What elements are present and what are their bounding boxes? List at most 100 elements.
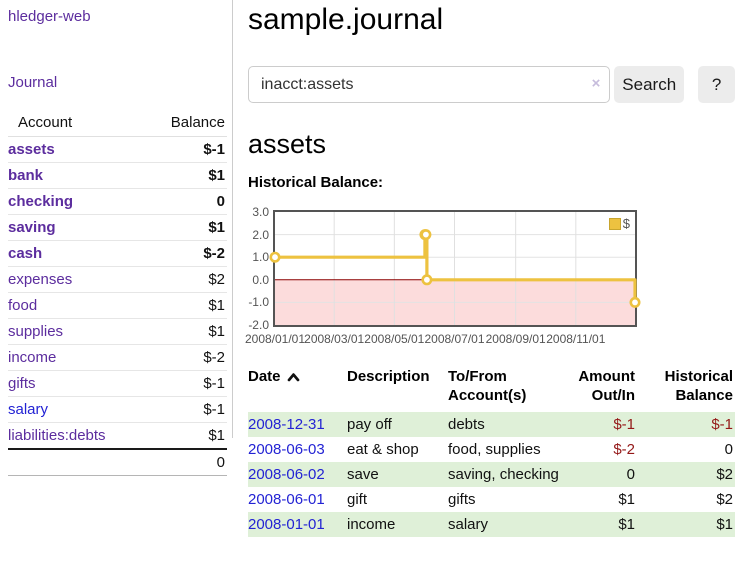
transaction-date-link[interactable]: 2008-06-02 (248, 466, 325, 483)
account-link-assets[interactable]: assets (8, 141, 55, 158)
account-row: food $1 (8, 292, 227, 319)
register-row: 2008-01-01 income salary $1 $1 (248, 512, 735, 537)
account-link-expenses[interactable]: expenses (8, 271, 73, 288)
register-header-amount: Amount Out/In (578, 368, 635, 404)
account-link-supplies[interactable]: supplies (8, 323, 64, 340)
account-link-saving[interactable]: saving (8, 219, 56, 236)
register-header-date[interactable]: Date (248, 367, 347, 412)
account-row: cash $-2 (8, 240, 227, 267)
chart-title: Historical Balance: (248, 174, 384, 191)
account-balance: $-1 (146, 396, 227, 423)
sort-asc-icon (287, 368, 300, 387)
transaction-balance: $-1 (711, 416, 733, 433)
help-button[interactable]: ? (698, 66, 735, 103)
transaction-accounts: food, supplies (448, 441, 541, 458)
account-row: saving $1 (8, 214, 227, 241)
account-row: supplies $1 (8, 318, 227, 345)
transaction-amount: 0 (626, 466, 635, 483)
x-axis-tick-label: 2008/07/01 (424, 332, 485, 346)
register-header-accounts: To/From Account(s) (448, 368, 527, 404)
x-axis-tick-label: 2008/05/01 (364, 332, 425, 346)
transaction-amount: $-1 (613, 416, 635, 433)
sidebar-item-journal[interactable]: Journal (8, 74, 58, 91)
account-balance: $1 (146, 214, 227, 241)
account-row: assets $-1 (8, 136, 227, 163)
register-header-date-label: Date (248, 368, 281, 385)
account-row: gifts $-1 (8, 370, 227, 397)
y-axis-tick-label: -2.0 (248, 318, 269, 332)
transaction-description: gift (347, 491, 368, 508)
transaction-description: eat & shop (347, 441, 419, 458)
transaction-amount: $1 (618, 491, 635, 508)
transaction-date-link[interactable]: 2008-12-31 (248, 416, 325, 433)
clear-search-icon[interactable]: × (591, 75, 601, 92)
account-link-bank[interactable]: bank (8, 167, 44, 184)
accounts-header-balance: Balance (146, 110, 227, 137)
x-axis-tick-label: 2008/09/01 (485, 332, 546, 346)
account-row: salary $-1 (8, 396, 227, 423)
search-input[interactable] (248, 66, 611, 103)
transaction-description: income (347, 516, 396, 533)
transaction-description: save (347, 466, 379, 483)
account-link-income[interactable]: income (8, 349, 57, 366)
account-row: bank $1 (8, 162, 227, 189)
account-balance: $1 (146, 422, 227, 450)
transaction-amount: $1 (618, 516, 635, 533)
sidebar: hledger-web Journal Account Balance asse… (0, 0, 233, 476)
register-header-description: Description (347, 368, 430, 385)
account-link-salary[interactable]: salary (8, 401, 49, 418)
transaction-balance: $2 (716, 491, 733, 508)
chart-legend: $ (608, 216, 630, 231)
transaction-accounts: debts (448, 416, 485, 433)
account-link-checking[interactable]: checking (8, 193, 74, 210)
accounts-total-row: 0 (8, 448, 227, 476)
y-axis-tick-label: -1.0 (248, 295, 269, 310)
transaction-accounts: salary (448, 516, 489, 533)
transaction-amount: $-2 (613, 441, 635, 458)
transaction-date-link[interactable]: 2008-06-01 (248, 491, 325, 508)
accounts-table: Account Balance assets $-1 bank $1 checking 0… (8, 110, 227, 476)
y-axis-tick-label: 1.0 (252, 250, 269, 265)
search-bar: × Search ? (248, 66, 735, 103)
x-axis-tick-label: 2008/11/01 (546, 332, 606, 346)
register-row: 2008-06-02 save saving, checking 0 $2 (248, 462, 735, 487)
main-content: sample.journal × Search ? assets Histori… (245, 0, 735, 537)
register-row: 2008-12-31 pay off debts $-1 $-1 (248, 412, 735, 437)
page-title: sample.journal (248, 3, 444, 36)
x-axis-tick-label: 2008/01/01 (244, 332, 306, 346)
account-row: income $-2 (8, 344, 227, 371)
register-row: 2008-06-03 eat & shop food, supplies $-2 0 (248, 437, 735, 462)
account-balance: $-2 (146, 344, 227, 371)
transaction-date-link[interactable]: 2008-01-01 (248, 516, 325, 533)
transaction-accounts: gifts (448, 491, 476, 508)
accounts-total-value: 0 (146, 448, 227, 476)
account-balance: $1 (146, 162, 227, 189)
transaction-balance: $2 (716, 466, 733, 483)
account-heading: assets (248, 129, 327, 159)
account-row: expenses $2 (8, 266, 227, 293)
legend-label: $ (622, 216, 630, 231)
account-balance: $2 (146, 266, 227, 293)
account-balance: $-2 (146, 240, 227, 267)
accounts-header-account: Account (8, 110, 147, 137)
account-balance: $1 (146, 318, 227, 345)
account-balance: $-1 (146, 136, 227, 163)
account-link-food[interactable]: food (8, 297, 38, 314)
account-link-liabilities-debts[interactable]: liabilities:debts (8, 427, 106, 444)
account-balance: $1 (146, 292, 227, 319)
account-balance: 0 (146, 188, 227, 215)
search-button[interactable]: Search (614, 66, 685, 103)
transaction-accounts: saving, checking (448, 466, 559, 483)
y-axis-tick-label: 2.0 (252, 227, 269, 242)
account-row: liabilities:debts $1 (8, 422, 227, 450)
x-axis-tick-label: 2008/03/01 (304, 332, 365, 346)
account-row: checking 0 (8, 188, 227, 215)
register-table: Date Description To/From Account(s) Amou… (248, 367, 735, 537)
legend-swatch (608, 217, 621, 230)
transaction-date-link[interactable]: 2008-06-03 (248, 441, 325, 458)
app-brand-link[interactable]: hledger-web (8, 8, 91, 25)
transaction-balance: 0 (724, 441, 733, 458)
account-link-cash[interactable]: cash (8, 245, 43, 262)
register-row: 2008-06-01 gift gifts $1 $2 (248, 487, 735, 512)
account-link-gifts[interactable]: gifts (8, 375, 36, 392)
